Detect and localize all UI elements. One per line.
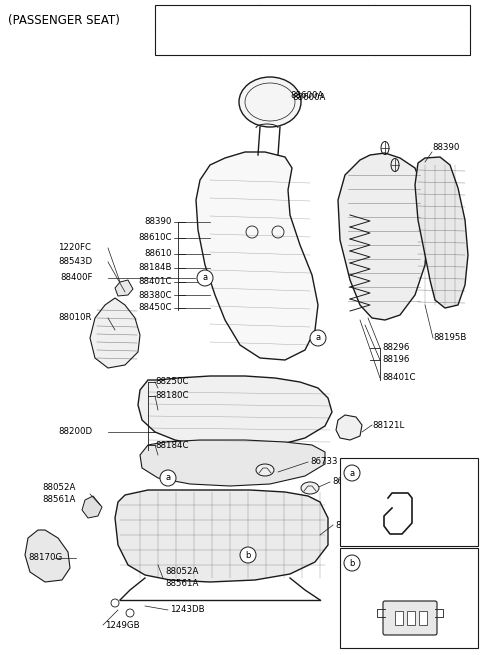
Text: (PASSENGER SEAT): (PASSENGER SEAT) (8, 14, 120, 27)
Text: 1243DB: 1243DB (170, 605, 204, 614)
Text: a: a (315, 333, 321, 343)
Polygon shape (115, 280, 133, 296)
Polygon shape (115, 490, 328, 582)
Polygon shape (138, 376, 332, 448)
Text: 88600A: 88600A (292, 92, 325, 102)
Polygon shape (82, 496, 102, 518)
Text: 86733: 86733 (332, 477, 360, 487)
Text: 88052A: 88052A (165, 567, 198, 576)
Text: a: a (203, 274, 207, 282)
Polygon shape (90, 298, 140, 368)
Circle shape (240, 547, 256, 563)
Text: 88170G: 88170G (28, 553, 62, 563)
Text: 88543D: 88543D (58, 257, 92, 267)
Text: a: a (349, 468, 355, 477)
Bar (340, 458, 478, 546)
Circle shape (310, 330, 326, 346)
Text: 88627: 88627 (366, 468, 397, 478)
Ellipse shape (239, 77, 301, 127)
Text: 86733: 86733 (310, 457, 337, 466)
Bar (155, 5, 470, 55)
Text: 88184B: 88184B (139, 263, 172, 272)
Polygon shape (25, 530, 70, 582)
Polygon shape (415, 157, 468, 308)
FancyBboxPatch shape (383, 601, 437, 635)
Text: 88390: 88390 (144, 217, 172, 227)
Text: b: b (245, 550, 251, 559)
Polygon shape (336, 415, 362, 440)
Circle shape (344, 465, 360, 481)
Text: 88380C: 88380C (139, 291, 172, 299)
Text: a: a (166, 474, 170, 483)
Text: 88195B: 88195B (433, 333, 467, 343)
Circle shape (197, 270, 213, 286)
Circle shape (344, 555, 360, 571)
Text: b: b (349, 559, 355, 567)
Text: 1249GB: 1249GB (105, 620, 140, 629)
Polygon shape (140, 440, 325, 486)
Text: WCS: WCS (305, 37, 330, 48)
Bar (407, 611, 415, 625)
Ellipse shape (256, 464, 274, 476)
Text: 88052A: 88052A (42, 483, 75, 493)
Text: 88296: 88296 (382, 343, 409, 352)
Text: 88196: 88196 (382, 356, 409, 364)
Text: 88561A: 88561A (42, 495, 75, 504)
Text: 88401C: 88401C (382, 373, 416, 383)
Text: 88401C: 88401C (139, 278, 172, 286)
Text: 88250C: 88250C (155, 377, 189, 386)
Text: 88600G: 88600G (335, 521, 369, 529)
Bar (395, 611, 403, 625)
Polygon shape (196, 152, 318, 360)
Text: 88010R: 88010R (58, 314, 92, 322)
Text: 88180C: 88180C (155, 392, 189, 400)
Text: SENSOR TYPE: SENSOR TYPE (282, 12, 353, 22)
Text: 88400F: 88400F (60, 274, 93, 282)
Text: 88509A: 88509A (366, 558, 403, 568)
Text: 1220FC: 1220FC (58, 244, 91, 252)
Text: TRACK ASSY: TRACK ASSY (391, 37, 455, 48)
Text: 88184C: 88184C (155, 441, 189, 449)
Text: Period: Period (191, 12, 224, 22)
Text: 88200D: 88200D (58, 428, 92, 436)
Text: 88610C: 88610C (139, 233, 172, 242)
Text: 88450C: 88450C (139, 303, 172, 312)
Circle shape (160, 470, 176, 486)
Text: 88610: 88610 (144, 250, 172, 259)
Ellipse shape (301, 482, 319, 494)
Text: 88390: 88390 (432, 143, 459, 153)
Text: 88561A: 88561A (165, 580, 198, 588)
Text: ASSY: ASSY (409, 12, 436, 22)
Text: 20101015~: 20101015~ (177, 37, 238, 48)
Bar (340, 548, 478, 648)
Text: 88600A: 88600A (290, 92, 324, 100)
Bar (419, 611, 427, 625)
Text: 88121L: 88121L (372, 421, 404, 430)
Polygon shape (338, 153, 428, 320)
